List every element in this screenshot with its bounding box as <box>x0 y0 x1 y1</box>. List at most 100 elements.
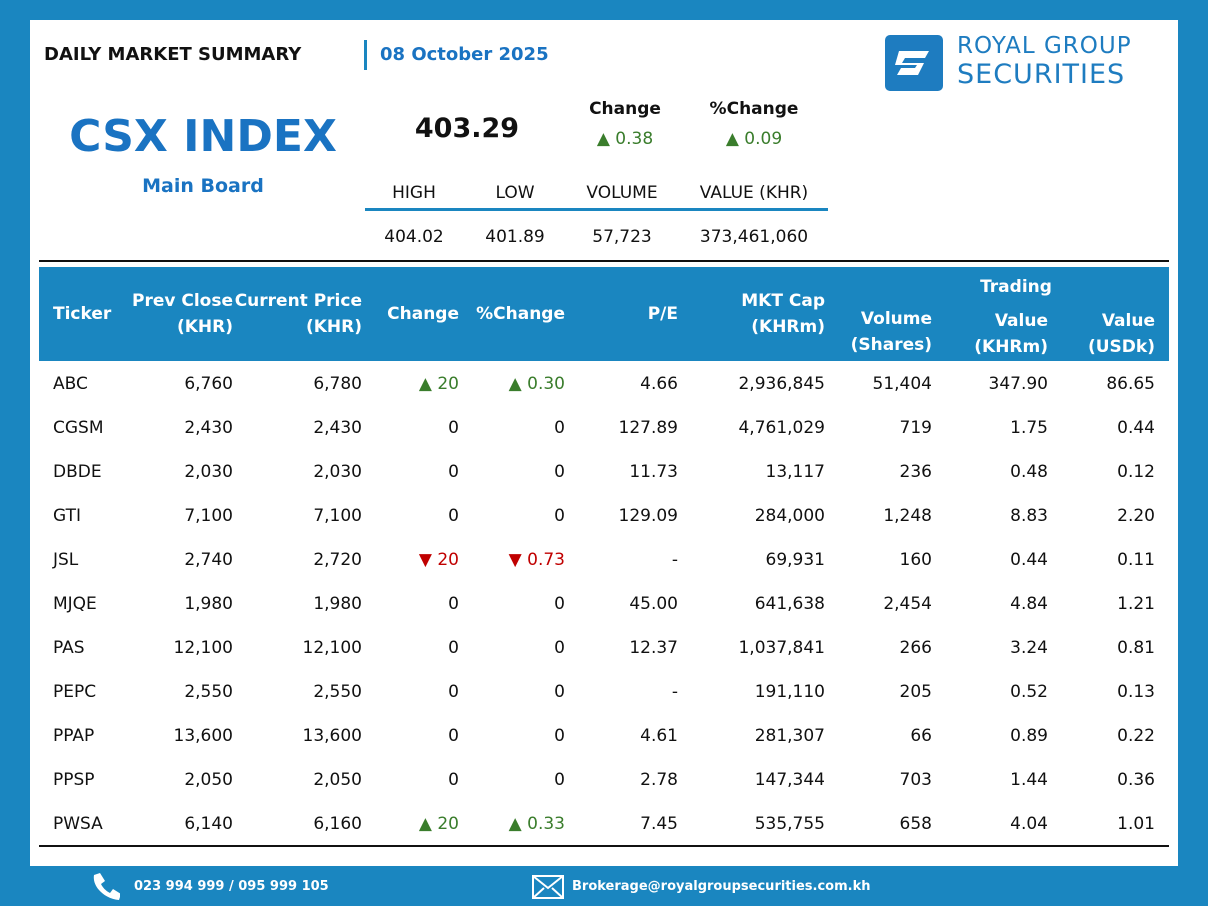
stat-value: 404.02 <box>384 227 444 247</box>
date-divider <box>364 40 367 70</box>
index-board: Main Board <box>142 175 264 197</box>
table-cell: 12.37 <box>629 638 678 658</box>
table-cell: 1.44 <box>1010 770 1048 790</box>
table-cell: 0 <box>448 638 459 658</box>
table-cell: 0.22 <box>1117 726 1155 746</box>
table-cell: 13,117 <box>765 462 825 482</box>
table-cell: 2,030 <box>313 462 362 482</box>
table-cell: 8.83 <box>1010 506 1048 526</box>
table-cell: 0.89 <box>1010 726 1048 746</box>
table-cell: 0.44 <box>1010 550 1048 570</box>
table-cell: 0.36 <box>1117 770 1155 790</box>
table-cell: 13,600 <box>302 726 362 746</box>
table-cell: 147,344 <box>754 770 825 790</box>
table-cell: 0.52 <box>1010 682 1048 702</box>
table-cell: 4.61 <box>640 726 678 746</box>
index-change: ▲ 0.38 <box>596 129 654 149</box>
table-cell: ▼ 20 <box>418 550 459 570</box>
ticker: JSL <box>53 550 79 570</box>
table-cell: 0 <box>448 418 459 438</box>
table-header-bar <box>39 267 1169 361</box>
table-cell: 2,430 <box>313 418 362 438</box>
brand-name: ROYAL GROUP <box>957 33 1132 59</box>
table-cell: 0 <box>554 770 565 790</box>
table-cell: 1.75 <box>1010 418 1048 438</box>
ticker: PPSP <box>53 770 95 790</box>
table-cell: 719 <box>899 418 932 438</box>
table-cell: 0.81 <box>1117 638 1155 658</box>
table-cell: 4.66 <box>640 374 678 394</box>
column-header: Ticker <box>53 304 112 324</box>
ticker: PWSA <box>53 814 103 834</box>
pct-change-label: %Change <box>709 99 799 119</box>
table-cell: 6,760 <box>184 374 233 394</box>
table-cell: 0.12 <box>1117 462 1155 482</box>
table-cell: 281,307 <box>754 726 825 746</box>
report-date: 08 October 2025 <box>380 44 549 65</box>
table-cell: 4.84 <box>1010 594 1048 614</box>
table-cell: 0.11 <box>1117 550 1155 570</box>
stat-label: VALUE (KHR) <box>699 183 809 203</box>
table-cell: 0 <box>554 594 565 614</box>
table-cell: ▲ 20 <box>418 374 459 394</box>
table-cell: 1,980 <box>313 594 362 614</box>
index-pct-change: ▲ 0.09 <box>725 129 783 149</box>
table-cell: 6,160 <box>313 814 362 834</box>
stat-value: 401.89 <box>485 227 545 247</box>
footer-email: Brokerage@royalgroupsecurities.com.kh <box>572 879 871 894</box>
ticker: GTI <box>53 506 81 526</box>
table-cell: 0 <box>554 506 565 526</box>
change-label: Change <box>589 99 661 119</box>
phone-icon <box>93 873 120 900</box>
column-header: Change <box>387 304 459 324</box>
table-cell: ▲ 0.33 <box>508 814 565 834</box>
table-cell: 6,140 <box>184 814 233 834</box>
stat-label: VOLUME <box>586 183 658 203</box>
table-top-rule <box>39 260 1169 262</box>
table-cell: 641,638 <box>754 594 825 614</box>
table-cell: 129.09 <box>618 506 678 526</box>
table-cell: 1,248 <box>883 506 932 526</box>
table-cell: 0 <box>554 726 565 746</box>
table-cell: 160 <box>899 550 932 570</box>
table-cell: 6,780 <box>313 374 362 394</box>
stat-value: 57,723 <box>592 227 652 247</box>
table-cell: 2,550 <box>184 682 233 702</box>
table-cell: 0 <box>448 462 459 482</box>
table-cell: 12,100 <box>173 638 233 658</box>
table-bottom-rule <box>39 845 1169 847</box>
table-cell: 1,980 <box>184 594 233 614</box>
column-header: Volume <box>860 309 932 329</box>
table-cell: 0.44 <box>1117 418 1155 438</box>
stat-label: HIGH <box>392 183 436 203</box>
table-cell: - <box>671 682 678 702</box>
table-cell: 2,740 <box>184 550 233 570</box>
group-header: Trading <box>980 277 1052 297</box>
ticker: ABC <box>53 374 88 394</box>
table-cell: 11.73 <box>629 462 678 482</box>
table-cell: 4,761,029 <box>738 418 825 438</box>
table-cell: 0.48 <box>1010 462 1048 482</box>
email-icon <box>532 875 564 899</box>
table-cell: 0 <box>448 594 459 614</box>
column-header: (Shares) <box>850 335 932 355</box>
stat-label: LOW <box>495 183 535 203</box>
column-header: %Change <box>476 304 565 324</box>
column-header: MKT Cap <box>741 291 825 311</box>
ticker: PAS <box>53 638 85 658</box>
table-cell: 1.01 <box>1117 814 1155 834</box>
ticker: DBDE <box>53 462 102 482</box>
ticker: PEPC <box>53 682 97 702</box>
column-header: (KHR) <box>176 317 233 337</box>
table-cell: ▼ 0.73 <box>508 550 565 570</box>
table-cell: 0 <box>554 462 565 482</box>
table-cell: 2,454 <box>883 594 932 614</box>
column-header: (KHRm) <box>751 317 825 337</box>
table-cell: ▲ 0.30 <box>508 374 565 394</box>
footer-phone: 023 994 999 / 095 999 105 <box>134 879 329 894</box>
table-cell: 2.20 <box>1117 506 1155 526</box>
logo-icon <box>885 35 943 91</box>
table-cell: 2,936,845 <box>738 374 825 394</box>
stats-underline <box>365 208 828 211</box>
